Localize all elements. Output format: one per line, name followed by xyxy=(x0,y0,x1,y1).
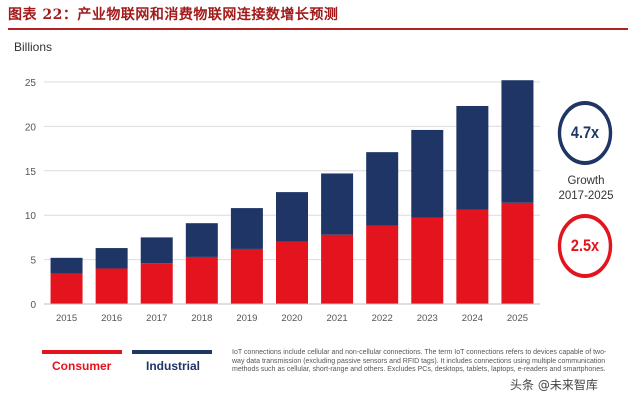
figure-title: 图表 22：产业物联网和消费物联网连接数增长预测 xyxy=(8,7,339,23)
y-tick-label: 10 xyxy=(25,211,37,222)
x-tick-label: 2020 xyxy=(281,313,302,324)
bar-industrial xyxy=(321,173,354,235)
x-tick-label: 2024 xyxy=(462,313,483,324)
bar-industrial xyxy=(185,223,218,257)
bar-industrial xyxy=(366,152,399,226)
x-tick-label: 2016 xyxy=(101,313,122,324)
industrial-growth-badge: 4.7x xyxy=(557,101,613,165)
consumer-growth-value: 2.5x xyxy=(570,236,600,255)
bar-consumer xyxy=(185,256,218,304)
legend-label-industrial: Industrial xyxy=(146,359,201,373)
consumer-growth-badge: 2.5x xyxy=(557,214,613,278)
y-tick-label: 25 xyxy=(25,78,37,89)
legend-swatch-industrial xyxy=(132,350,212,354)
growth-caption-line1: Growth xyxy=(567,175,605,187)
bar-industrial xyxy=(140,237,173,264)
x-tick-label: 2018 xyxy=(191,313,212,324)
bar-consumer xyxy=(276,241,308,304)
bar-industrial xyxy=(501,80,534,203)
chart-footnote: IoT connections include cellular and non… xyxy=(232,349,607,374)
y-axis-unit-label: Billions xyxy=(14,40,53,54)
bar-industrial xyxy=(411,129,444,218)
growth-caption: Growth 2017-2025 xyxy=(542,174,630,204)
bar-consumer xyxy=(50,273,83,304)
legend-swatch-consumer xyxy=(42,350,122,354)
bar-consumer xyxy=(456,209,489,304)
bar-industrial xyxy=(230,208,263,249)
bar-consumer xyxy=(95,268,128,304)
y-tick-label: 0 xyxy=(30,300,36,311)
watermark: 头条 @未来智库 xyxy=(510,378,598,392)
industrial-growth-value: 4.7x xyxy=(570,123,600,142)
y-tick-label: 5 xyxy=(30,256,36,267)
bar-industrial xyxy=(95,248,128,269)
bar-consumer xyxy=(366,225,399,304)
x-tick-label: 2021 xyxy=(327,313,348,324)
y-tick-label: 20 xyxy=(25,122,37,133)
x-tick-label: 2015 xyxy=(56,313,77,324)
bar-consumer xyxy=(230,248,263,304)
x-tick-label: 2023 xyxy=(417,313,438,324)
bar-industrial xyxy=(50,257,83,274)
bar-industrial xyxy=(456,105,489,210)
bar-consumer xyxy=(411,217,444,304)
growth-caption-line2: 2017-2025 xyxy=(558,190,614,202)
x-tick-label: 2025 xyxy=(507,313,528,324)
title-divider xyxy=(8,28,628,30)
x-tick-label: 2019 xyxy=(236,313,257,324)
bar-consumer xyxy=(321,234,354,304)
bar-consumer xyxy=(501,202,534,304)
x-tick-label: 2017 xyxy=(146,313,167,324)
bar-consumer xyxy=(140,263,173,304)
x-tick-label: 2022 xyxy=(372,313,393,324)
bar-industrial xyxy=(276,192,308,242)
legend-label-consumer: Consumer xyxy=(52,359,112,373)
y-tick-label: 15 xyxy=(25,167,37,178)
